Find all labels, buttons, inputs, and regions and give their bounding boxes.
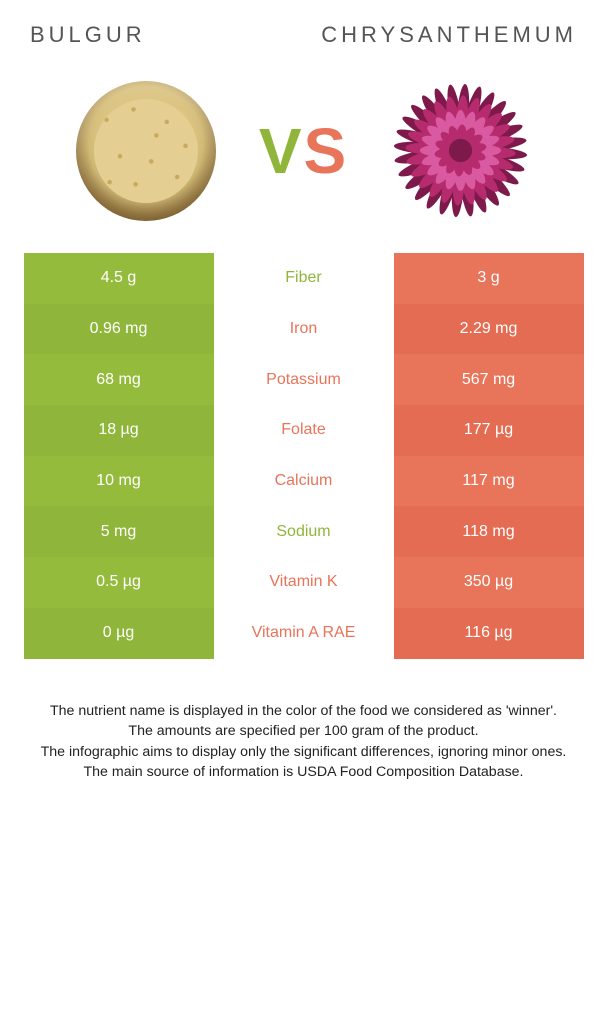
left-value: 0 µg: [24, 608, 214, 659]
chrysanthemum-flower-icon: [388, 78, 533, 223]
left-value: 0.5 µg: [24, 557, 214, 608]
left-value: 18 µg: [24, 405, 214, 456]
table-row: 0 µgVitamin A RAE116 µg: [24, 608, 584, 659]
nutrient-label: Vitamin A RAE: [214, 608, 394, 659]
right-value: 118 mg: [394, 506, 584, 557]
food-left-title: BULGUR: [30, 22, 146, 48]
footer-line-4: The main source of information is USDA F…: [24, 762, 584, 783]
vs-row: VS: [0, 78, 607, 223]
right-value: 116 µg: [394, 608, 584, 659]
bulgur-bowl-icon: [76, 81, 216, 221]
nutrient-label: Fiber: [214, 253, 394, 304]
bulgur-image: [74, 78, 219, 223]
vs-v: V: [259, 115, 304, 187]
vs-s: S: [304, 115, 349, 187]
vs-label: VS: [259, 114, 348, 188]
chrysanthemum-image: [388, 78, 533, 223]
right-value: 117 mg: [394, 456, 584, 507]
right-value: 3 g: [394, 253, 584, 304]
left-value: 68 mg: [24, 354, 214, 405]
left-value: 10 mg: [24, 456, 214, 507]
right-value: 567 mg: [394, 354, 584, 405]
nutrient-label: Vitamin K: [214, 557, 394, 608]
header: BULGUR CHRYSANTHEMUM: [0, 0, 607, 48]
left-value: 0.96 mg: [24, 304, 214, 355]
left-value: 4.5 g: [24, 253, 214, 304]
footer-line-2: The amounts are specified per 100 gram o…: [24, 721, 584, 742]
nutrient-label: Calcium: [214, 456, 394, 507]
nutrient-label: Folate: [214, 405, 394, 456]
table-row: 4.5 gFiber3 g: [24, 253, 584, 304]
table-row: 68 mgPotassium567 mg: [24, 354, 584, 405]
right-value: 350 µg: [394, 557, 584, 608]
nutrient-table: 4.5 gFiber3 g0.96 mgIron2.29 mg68 mgPota…: [24, 253, 584, 659]
right-value: 2.29 mg: [394, 304, 584, 355]
left-value: 5 mg: [24, 506, 214, 557]
footer-notes: The nutrient name is displayed in the co…: [24, 701, 584, 783]
nutrient-label: Potassium: [214, 354, 394, 405]
footer-line-3: The infographic aims to display only the…: [24, 742, 584, 763]
table-row: 0.5 µgVitamin K350 µg: [24, 557, 584, 608]
table-row: 0.96 mgIron2.29 mg: [24, 304, 584, 355]
table-row: 18 µgFolate177 µg: [24, 405, 584, 456]
right-value: 177 µg: [394, 405, 584, 456]
footer-line-1: The nutrient name is displayed in the co…: [24, 701, 584, 722]
nutrient-label: Sodium: [214, 506, 394, 557]
table-row: 5 mgSodium118 mg: [24, 506, 584, 557]
food-right-title: CHRYSANTHEMUM: [321, 22, 577, 48]
nutrient-label: Iron: [214, 304, 394, 355]
table-row: 10 mgCalcium117 mg: [24, 456, 584, 507]
